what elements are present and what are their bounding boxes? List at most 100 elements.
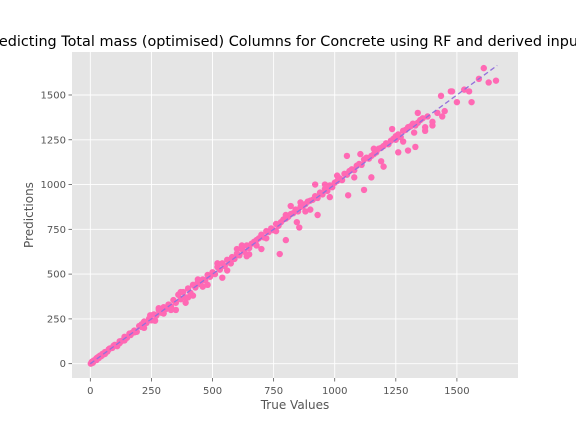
- data-point: [167, 306, 175, 314]
- data-point: [151, 317, 159, 324]
- data-point: [287, 202, 294, 210]
- data-point: [414, 109, 422, 117]
- data-point: [263, 235, 270, 242]
- data-point: [194, 276, 202, 283]
- reference-line: [89, 64, 498, 365]
- y-tick-label: 1000: [41, 180, 66, 191]
- y-axis-label: Predictions: [22, 182, 36, 248]
- data-point: [116, 339, 123, 347]
- data-point: [439, 113, 446, 120]
- data-point: [172, 299, 180, 306]
- data-point: [437, 92, 445, 100]
- x-tick-label: 1000: [322, 386, 347, 397]
- x-tick-label: 1500: [444, 386, 469, 397]
- x-tick-label: 500: [203, 386, 222, 397]
- reference-line-group: [89, 64, 498, 365]
- x-axis-label: True Values: [260, 398, 330, 412]
- data-point: [311, 181, 319, 188]
- y-tick-label: 1250: [41, 135, 66, 146]
- data-point: [182, 299, 189, 306]
- data-point: [138, 321, 145, 328]
- data-point: [177, 288, 184, 296]
- data-point: [296, 224, 303, 231]
- data-point: [388, 125, 396, 133]
- data-point: [233, 245, 241, 253]
- x-tick-label: 1250: [383, 386, 408, 397]
- data-point: [258, 245, 265, 253]
- y-tick-label: 0: [60, 359, 66, 370]
- data-point: [419, 115, 426, 122]
- data-point: [307, 206, 314, 213]
- data-point: [314, 211, 321, 219]
- data-points: [87, 64, 500, 367]
- data-point: [293, 218, 301, 226]
- data-point: [429, 122, 436, 129]
- y-axis-ticks: 0 250 500 750 1000 1250 1500: [41, 90, 72, 370]
- data-point: [227, 260, 235, 267]
- data-point: [297, 199, 304, 206]
- y-tick-label: 250: [47, 314, 66, 325]
- data-point: [377, 158, 385, 165]
- data-point: [344, 192, 352, 199]
- data-point: [492, 77, 500, 84]
- data-point: [223, 267, 231, 274]
- data-point: [272, 227, 280, 235]
- data-point: [333, 172, 341, 179]
- chart-title: Predicting Total mass (optimised) Column…: [0, 34, 576, 50]
- x-axis-ticks: 0 250 500 750 1000 1250 1500: [87, 378, 470, 397]
- data-point: [172, 306, 180, 314]
- data-point: [282, 236, 290, 244]
- data-point: [343, 152, 351, 160]
- data-point: [324, 187, 331, 195]
- data-point: [321, 181, 329, 188]
- x-tick-label: 0: [87, 386, 93, 397]
- data-point: [219, 274, 226, 281]
- data-point: [370, 145, 378, 152]
- y-tick-label: 1500: [41, 90, 66, 101]
- data-point: [105, 346, 112, 353]
- data-point: [453, 98, 461, 106]
- data-point: [121, 337, 128, 344]
- data-point: [199, 283, 206, 290]
- data-point: [211, 270, 219, 278]
- data-point: [155, 304, 162, 312]
- data-point: [368, 174, 375, 181]
- data-point: [410, 129, 418, 136]
- data-point: [434, 109, 441, 117]
- grid-lines: [72, 52, 518, 378]
- data-point: [480, 64, 487, 72]
- data-point: [214, 260, 221, 267]
- data-point: [380, 163, 387, 170]
- data-point: [189, 292, 197, 299]
- data-point: [404, 147, 412, 154]
- data-point: [351, 174, 358, 181]
- data-point: [485, 79, 492, 86]
- x-tick-label: 250: [142, 386, 161, 397]
- data-point: [421, 124, 429, 131]
- data-point: [147, 312, 154, 319]
- data-point: [243, 252, 250, 260]
- data-point: [238, 242, 246, 249]
- data-point: [177, 295, 184, 303]
- data-point: [395, 149, 402, 156]
- y-tick-label: 500: [47, 270, 66, 281]
- data-point: [282, 211, 290, 219]
- data-point: [360, 186, 368, 194]
- data-point: [412, 143, 419, 151]
- data-point: [253, 242, 260, 249]
- data-point: [326, 193, 334, 201]
- data-point: [468, 98, 475, 106]
- y-tick-label: 750: [47, 225, 66, 236]
- data-point: [302, 208, 309, 215]
- data-point: [465, 88, 473, 95]
- data-point: [447, 88, 454, 95]
- x-tick-label: 750: [264, 386, 283, 397]
- data-point: [399, 138, 407, 145]
- data-point: [441, 107, 448, 115]
- data-point: [357, 150, 364, 158]
- data-point: [184, 294, 192, 301]
- data-point: [204, 281, 211, 289]
- data-point: [276, 250, 283, 258]
- data-point: [160, 310, 167, 317]
